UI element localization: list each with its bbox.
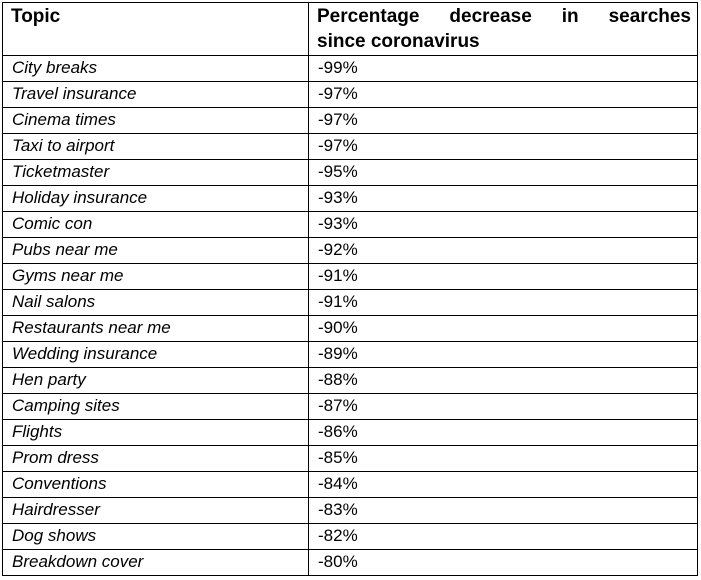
topic-cell: City breaks — [2, 55, 309, 82]
topic-cell: Camping sites — [2, 393, 309, 420]
percentage-cell: -97% — [308, 133, 698, 160]
table-header: Topic Percentage decrease in searches si… — [2, 2, 698, 56]
topic-cell: Nail salons — [2, 289, 309, 316]
topic-cell: Hairdresser — [2, 497, 309, 524]
table-row: Prom dress -85% — [2, 445, 698, 472]
percentage-cell: -97% — [308, 81, 698, 108]
percentage-cell: -97% — [308, 107, 698, 134]
percentage-cell: -87% — [308, 393, 698, 420]
table-row: City breaks -99% — [2, 55, 698, 82]
topic-cell: Restaurants near me — [2, 315, 309, 342]
topic-cell: Dog shows — [2, 523, 309, 550]
percentage-cell: -90% — [308, 315, 698, 342]
percentage-cell: -82% — [308, 523, 698, 550]
table-row: Hairdresser -83% — [2, 497, 698, 524]
topic-cell: Holiday insurance — [2, 185, 309, 212]
percentage-cell: -88% — [308, 367, 698, 394]
percentage-header-line1: Percentage decrease in searches — [317, 6, 691, 27]
topic-cell: Pubs near me — [2, 237, 309, 264]
table-row: Breakdown cover -80% — [2, 549, 698, 576]
table-row: Pubs near me -92% — [2, 237, 698, 264]
table-row: Camping sites -87% — [2, 393, 698, 420]
topic-column-header: Topic — [2, 2, 309, 56]
table-row: Ticketmaster -95% — [2, 159, 698, 186]
topic-cell: Prom dress — [2, 445, 309, 472]
topic-cell: Cinema times — [2, 107, 309, 134]
table-row: Wedding insurance -89% — [2, 341, 698, 368]
topic-cell: Flights — [2, 419, 309, 446]
table-row: Travel insurance -97% — [2, 81, 698, 108]
table-body: City breaks -99% Travel insurance -97% Cinem… — [2, 55, 698, 576]
percentage-header-line2: since coronavirus — [317, 31, 480, 52]
percentage-cell: -80% — [308, 549, 698, 576]
topic-cell: Comic con — [2, 211, 309, 238]
topic-cell: Conventions — [2, 471, 309, 498]
table-row: Restaurants near me -90% — [2, 315, 698, 342]
topic-cell: Taxi to airport — [2, 133, 309, 160]
percentage-column-header: Percentage decrease in searches since co… — [308, 2, 698, 56]
table-row: Taxi to airport -97% — [2, 133, 698, 160]
table-row: Dog shows -82% — [2, 523, 698, 550]
percentage-cell: -91% — [308, 289, 698, 316]
table-row: Conventions -84% — [2, 471, 698, 498]
topic-cell: Wedding insurance — [2, 341, 309, 368]
header-row: Topic Percentage decrease in searches si… — [2, 2, 698, 56]
topic-cell: Travel insurance — [2, 81, 309, 108]
percentage-cell: -83% — [308, 497, 698, 524]
percentage-cell: -86% — [308, 419, 698, 446]
table-row: Holiday insurance -93% — [2, 185, 698, 212]
topic-cell: Ticketmaster — [2, 159, 309, 186]
topic-cell: Breakdown cover — [2, 549, 309, 576]
table-row: Hen party -88% — [2, 367, 698, 394]
percentage-cell: -93% — [308, 185, 698, 212]
percentage-cell: -93% — [308, 211, 698, 238]
topic-cell: Gyms near me — [2, 263, 309, 290]
table-row: Gyms near me -91% — [2, 263, 698, 290]
table-row: Cinema times -97% — [2, 107, 698, 134]
percentage-cell: -92% — [308, 237, 698, 264]
percentage-cell: -99% — [308, 55, 698, 82]
table-row: Comic con -93% — [2, 211, 698, 238]
percentage-cell: -84% — [308, 471, 698, 498]
percentage-cell: -89% — [308, 341, 698, 368]
table-row: Flights -86% — [2, 419, 698, 446]
percentage-cell: -91% — [308, 263, 698, 290]
topic-cell: Hen party — [2, 367, 309, 394]
percentage-cell: -85% — [308, 445, 698, 472]
percentage-cell: -95% — [308, 159, 698, 186]
table-row: Nail salons -91% — [2, 289, 698, 316]
